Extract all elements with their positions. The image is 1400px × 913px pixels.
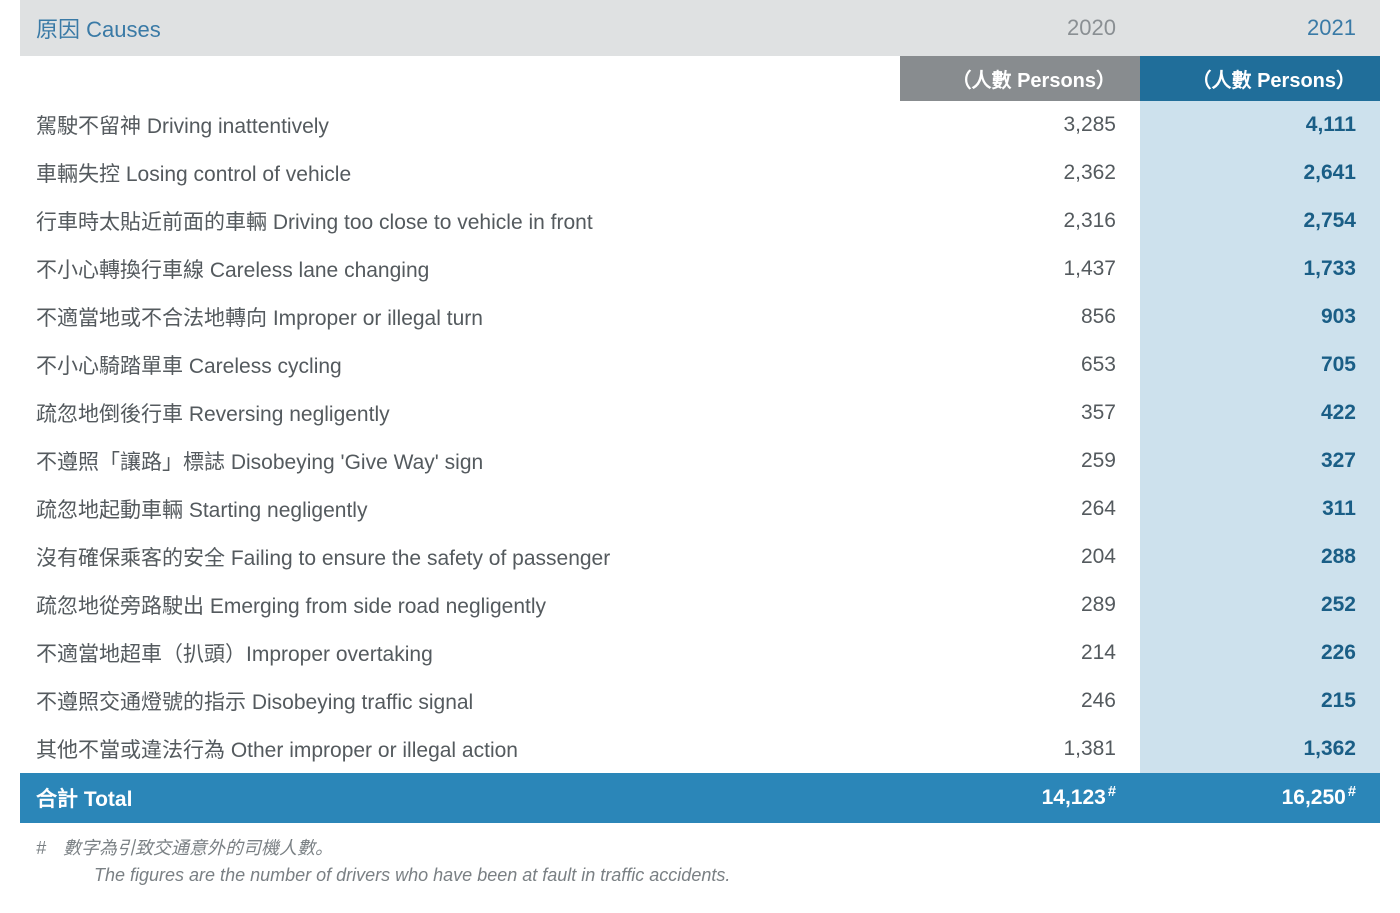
header-year-row: 原因 Causes 2020 2021 xyxy=(20,0,1380,56)
value-2020-cell: 204 xyxy=(900,533,1140,581)
cause-cell: 不適當地或不合法地轉向 Improper or illegal turn xyxy=(20,293,900,341)
value-2020-cell: 2,316 xyxy=(900,197,1140,245)
value-2021-cell: 1,733 xyxy=(1140,245,1380,293)
table-row: 行車時太貼近前面的車輛 Driving too close to vehicle… xyxy=(20,197,1380,245)
value-2020-cell: 1,381 xyxy=(900,725,1140,773)
value-2021-cell: 2,754 xyxy=(1140,197,1380,245)
header-unit-2020: （人數 Persons） xyxy=(900,56,1140,101)
cause-cell: 不小心騎踏單車 Careless cycling xyxy=(20,341,900,389)
table-row: 不適當地超車（扒頭）Improper overtaking214226 xyxy=(20,629,1380,677)
cause-cell: 駕駛不留神 Driving inattentively xyxy=(20,101,900,149)
value-2020-cell: 214 xyxy=(900,629,1140,677)
value-2020-cell: 3,285 xyxy=(900,101,1140,149)
table-row: 不適當地或不合法地轉向 Improper or illegal turn8569… xyxy=(20,293,1380,341)
table-row: 駕駛不留神 Driving inattentively3,2854,111 xyxy=(20,101,1380,149)
header-causes: 原因 Causes xyxy=(20,0,900,56)
value-2020-cell: 856 xyxy=(900,293,1140,341)
table-row: 不遵照交通燈號的指示 Disobeying traffic signal2462… xyxy=(20,677,1380,725)
cause-cell: 不小心轉換行車線 Careless lane changing xyxy=(20,245,900,293)
value-2021-cell: 226 xyxy=(1140,629,1380,677)
total-label: 合計 Total xyxy=(20,773,900,823)
value-2021-cell: 327 xyxy=(1140,437,1380,485)
table-row: 其他不當或違法行為 Other improper or illegal acti… xyxy=(20,725,1380,773)
cause-cell: 不遵照「讓路」標誌 Disobeying 'Give Way' sign xyxy=(20,437,900,485)
cause-cell: 沒有確保乘客的安全 Failing to ensure the safety o… xyxy=(20,533,900,581)
cause-cell: 疏忽地倒後行車 Reversing negligently xyxy=(20,389,900,437)
cause-cell: 不遵照交通燈號的指示 Disobeying traffic signal xyxy=(20,677,900,725)
value-2021-cell: 252 xyxy=(1140,581,1380,629)
value-2021-cell: 4,111 xyxy=(1140,101,1380,149)
cause-cell: 其他不當或違法行為 Other improper or illegal acti… xyxy=(20,725,900,773)
value-2021-cell: 1,362 xyxy=(1140,725,1380,773)
table-row: 不遵照「讓路」標誌 Disobeying 'Give Way' sign2593… xyxy=(20,437,1380,485)
table-row: 疏忽地倒後行車 Reversing negligently357422 xyxy=(20,389,1380,437)
header-unit-row: （人數 Persons） （人數 Persons） xyxy=(20,56,1380,101)
total-2020: 14,123# xyxy=(900,773,1140,823)
total-row: 合計 Total14,123#16,250# xyxy=(20,773,1380,823)
table-row: 不小心騎踏單車 Careless cycling653705 xyxy=(20,341,1380,389)
footnote-en: The figures are the number of drivers wh… xyxy=(94,862,1380,889)
value-2020-cell: 653 xyxy=(900,341,1140,389)
footnote-symbol: # xyxy=(36,835,58,862)
value-2020-cell: 259 xyxy=(900,437,1140,485)
cause-cell: 疏忽地起動車輛 Starting negligently xyxy=(20,485,900,533)
value-2020-cell: 357 xyxy=(900,389,1140,437)
value-2021-cell: 422 xyxy=(1140,389,1380,437)
total-2021-value: 16,250 xyxy=(1282,786,1346,809)
table-row: 不小心轉換行車線 Careless lane changing1,4371,73… xyxy=(20,245,1380,293)
total-2021-sup: # xyxy=(1348,784,1356,800)
value-2021-cell: 903 xyxy=(1140,293,1380,341)
value-2020-cell: 246 xyxy=(900,677,1140,725)
footnote-zh: 數字為引致交通意外的司機人數。 xyxy=(63,838,333,858)
header-unit-2021: （人數 Persons） xyxy=(1140,56,1380,101)
value-2021-cell: 215 xyxy=(1140,677,1380,725)
total-2021: 16,250# xyxy=(1140,773,1380,823)
table-row: 疏忽地從旁路駛出 Emerging from side road neglige… xyxy=(20,581,1380,629)
value-2021-cell: 288 xyxy=(1140,533,1380,581)
header-unit-blank xyxy=(20,56,900,101)
table-row: 沒有確保乘客的安全 Failing to ensure the safety o… xyxy=(20,533,1380,581)
total-2020-value: 14,123 xyxy=(1042,786,1106,809)
table-row: 疏忽地起動車輛 Starting negligently264311 xyxy=(20,485,1380,533)
value-2021-cell: 705 xyxy=(1140,341,1380,389)
cause-cell: 疏忽地從旁路駛出 Emerging from side road neglige… xyxy=(20,581,900,629)
value-2020-cell: 289 xyxy=(900,581,1140,629)
header-year-2020: 2020 xyxy=(900,0,1140,56)
table-head: 原因 Causes 2020 2021 （人數 Persons） （人數 Per… xyxy=(20,0,1380,101)
table-row: 車輛失控 Losing control of vehicle2,3622,641 xyxy=(20,149,1380,197)
cause-cell: 不適當地超車（扒頭）Improper overtaking xyxy=(20,629,900,677)
table-body: 駕駛不留神 Driving inattentively3,2854,111車輛失… xyxy=(20,101,1380,823)
value-2020-cell: 264 xyxy=(900,485,1140,533)
value-2021-cell: 2,641 xyxy=(1140,149,1380,197)
header-year-2021: 2021 xyxy=(1140,0,1380,56)
cause-cell: 車輛失控 Losing control of vehicle xyxy=(20,149,900,197)
causes-table: 原因 Causes 2020 2021 （人數 Persons） （人數 Per… xyxy=(20,0,1380,823)
value-2020-cell: 2,362 xyxy=(900,149,1140,197)
footnote: # 數字為引致交通意外的司機人數。 The figures are the nu… xyxy=(36,835,1380,889)
value-2021-cell: 311 xyxy=(1140,485,1380,533)
cause-cell: 行車時太貼近前面的車輛 Driving too close to vehicle… xyxy=(20,197,900,245)
value-2020-cell: 1,437 xyxy=(900,245,1140,293)
footnote-zh-line: # 數字為引致交通意外的司機人數。 xyxy=(36,835,1380,862)
total-2020-sup: # xyxy=(1108,784,1116,800)
